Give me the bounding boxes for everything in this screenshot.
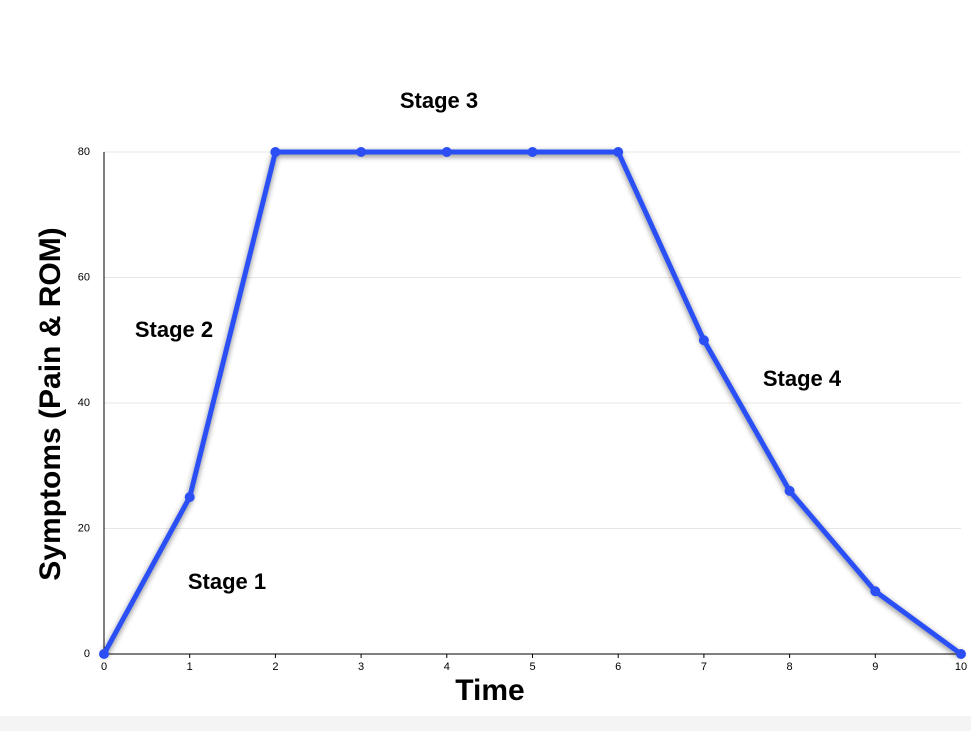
point [99, 649, 109, 659]
stage-annotation: Stage 4 [763, 366, 842, 391]
x-tick-label: 9 [872, 661, 878, 673]
stage-annotation: Stage 1 [188, 569, 266, 594]
x-tick-label: 7 [701, 661, 707, 673]
point [956, 649, 966, 659]
y-axis-title: Symptoms (Pain & ROM) [34, 227, 67, 580]
x-tick-label: 8 [787, 661, 793, 673]
point [613, 147, 624, 157]
point [441, 147, 452, 157]
y-tick-label: 60 [78, 271, 90, 283]
point [184, 492, 195, 503]
y-tick-label: 40 [78, 397, 90, 409]
x-tick-label: 0 [101, 661, 107, 673]
point [870, 586, 881, 597]
point [356, 147, 367, 157]
point [784, 485, 795, 496]
point [527, 147, 538, 157]
x-tick-label: 1 [187, 661, 193, 673]
x-axis-title: Time [455, 674, 524, 707]
x-tick-label: 5 [529, 661, 535, 673]
y-tick-label: 20 [78, 522, 90, 534]
x-tick-label: 6 [615, 661, 621, 673]
stage-annotation: Stage 3 [400, 88, 478, 113]
x-tick-label: 10 [955, 661, 967, 673]
x-tick-label: 2 [272, 661, 278, 673]
point [270, 147, 281, 157]
point [698, 335, 709, 346]
bottom-strip [0, 716, 971, 731]
x-tick-label: 4 [444, 661, 450, 673]
stage-annotation: Stage 2 [135, 317, 213, 342]
x-tick-label: 3 [358, 661, 364, 673]
y-tick-label: 80 [78, 146, 90, 158]
y-tick-label: 0 [84, 648, 90, 660]
